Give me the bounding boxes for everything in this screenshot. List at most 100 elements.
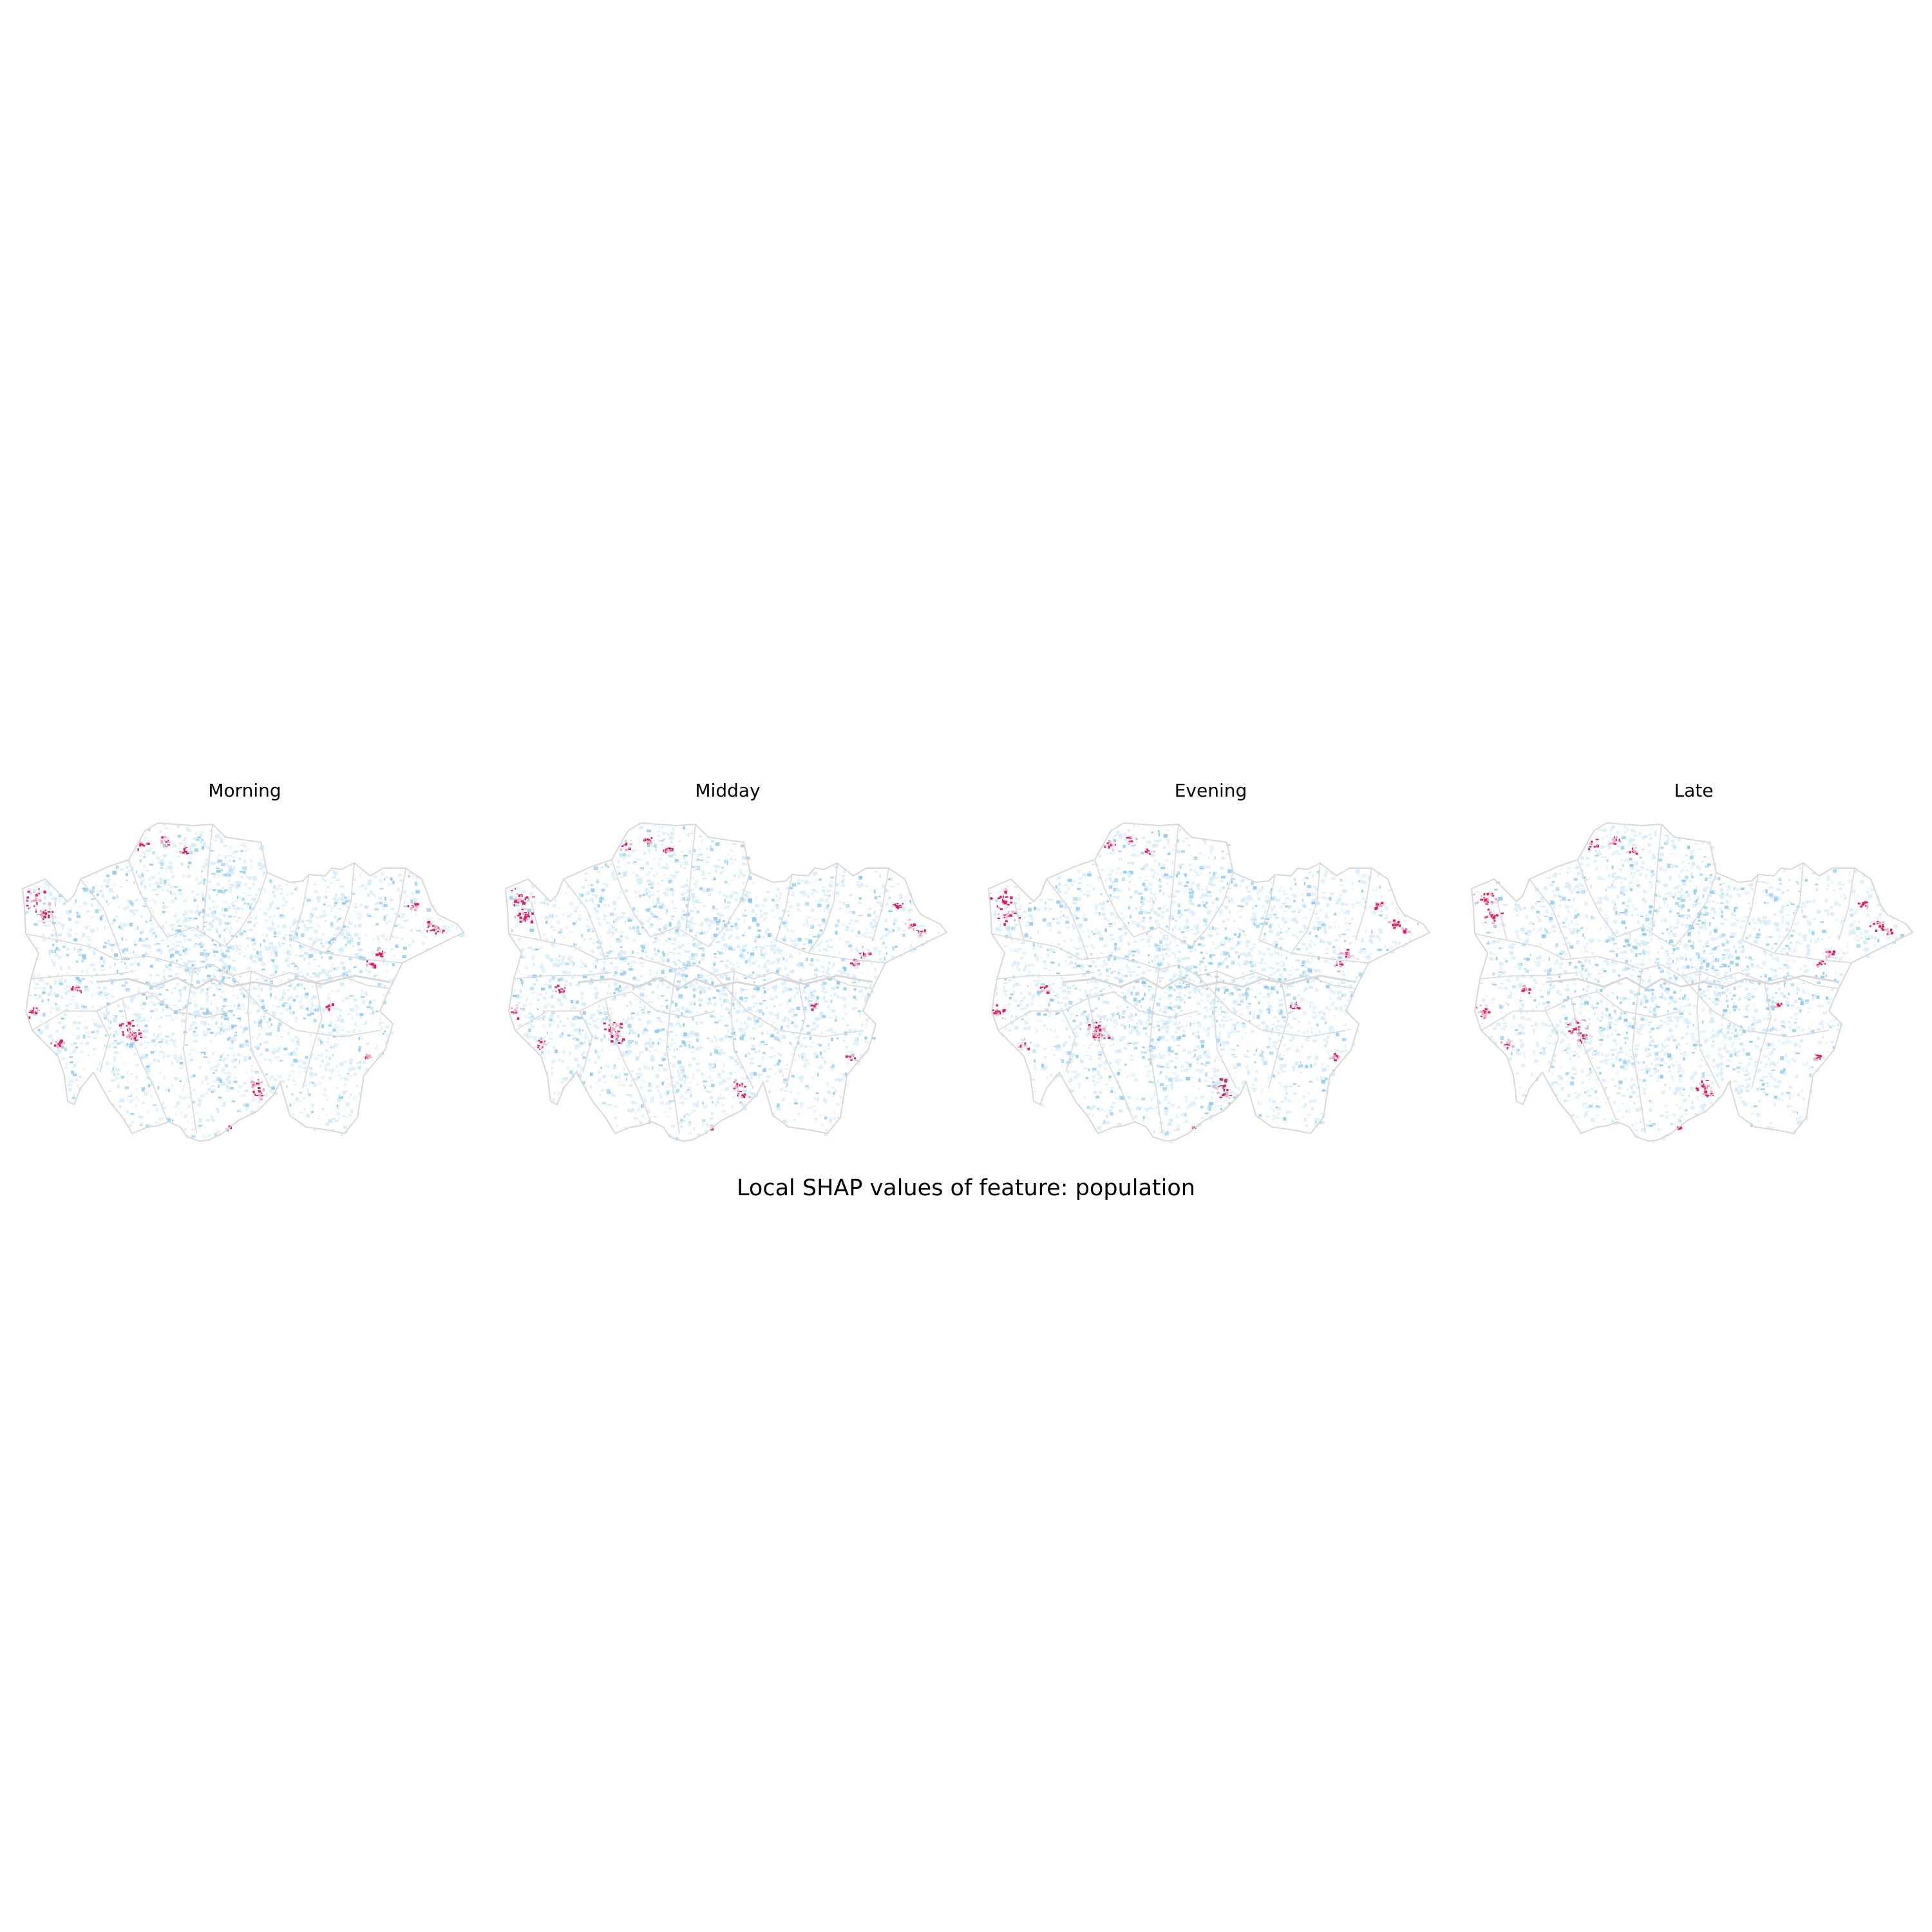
- shap-cell-negative: [112, 1014, 115, 1016]
- shap-cell-negative: [211, 900, 216, 903]
- shap-cell-negative: [25, 900, 27, 905]
- shap-cell-negative: [869, 922, 873, 925]
- shap-cell-negative: [826, 898, 829, 902]
- shap-cell-negative: [681, 910, 685, 913]
- shap-cell-negative: [97, 902, 100, 906]
- shap-cell-negative: [888, 878, 891, 881]
- shap-cell-negative: [721, 948, 724, 950]
- shap-cell-negative: [120, 1016, 125, 1018]
- shap-cell-negative: [106, 900, 108, 903]
- shap-cell-negative: [97, 1025, 100, 1028]
- shap-cell-negative: [207, 1031, 209, 1033]
- shap-cell-negative: [141, 851, 146, 854]
- shap-cell-negative: [150, 1010, 154, 1012]
- shap-cell-negative: [337, 1016, 340, 1020]
- shap-cell-positive: [29, 1010, 32, 1012]
- shap-cell-negative: [562, 1050, 565, 1054]
- shap-cell-negative: [269, 942, 274, 945]
- shap-cell-negative: [511, 891, 513, 895]
- shap-cell-negative: [609, 992, 612, 995]
- shap-cell-negative: [90, 963, 95, 967]
- shap-cell-negative: [66, 933, 71, 935]
- shap-cell-negative: [50, 897, 55, 900]
- shap-cell-negative: [100, 1012, 105, 1014]
- shap-cell-negative: [592, 900, 594, 904]
- shap-cell-negative: [379, 879, 383, 883]
- shap-cell-negative: [719, 914, 724, 917]
- shap-cell-negative: [213, 915, 216, 917]
- shap-cell-negative: [102, 945, 106, 949]
- shap-cell-negative: [258, 954, 263, 956]
- panel-title-morning: Morning: [208, 780, 281, 801]
- shap-cell-positive: [32, 1011, 34, 1014]
- shap-cell-negative: [140, 1058, 143, 1063]
- shap-cell-negative: [264, 1010, 268, 1012]
- shap-cell-negative: [849, 893, 853, 896]
- shap-cell-negative: [585, 878, 588, 881]
- shap-cell-negative: [274, 967, 278, 971]
- shap-cell-negative: [233, 915, 236, 917]
- shap-cell-negative: [234, 1059, 237, 1061]
- shap-cell-negative: [222, 901, 227, 903]
- shap-cell-negative: [647, 1110, 650, 1113]
- shap-cell-negative: [327, 1010, 330, 1013]
- shap-cell-negative: [191, 1135, 196, 1138]
- shap-cell-negative: [198, 912, 202, 914]
- shap-cell-negative: [208, 896, 211, 900]
- shap-cell-negative: [113, 1074, 116, 1076]
- shap-cell-negative: [175, 1079, 178, 1081]
- shap-cell-negative: [842, 1018, 845, 1020]
- shap-cell-negative: [253, 935, 255, 937]
- shap-cell-negative: [202, 846, 204, 850]
- shap-cell-negative: [708, 1125, 710, 1128]
- shap-cell-negative: [546, 1071, 549, 1075]
- shap-cell-negative: [545, 938, 549, 941]
- shap-cell-negative: [193, 917, 198, 920]
- shap-cell-negative: [693, 994, 696, 998]
- shap-cell-negative: [691, 1045, 695, 1049]
- shap-cell-negative: [242, 892, 247, 894]
- shap-cell-negative: [630, 1070, 634, 1072]
- shap-cell-negative: [337, 1106, 339, 1110]
- shap-cell-negative: [66, 985, 71, 988]
- shap-cell-negative: [103, 992, 107, 997]
- shap-cell-negative: [582, 886, 585, 889]
- shap-cell-negative: [128, 1124, 132, 1128]
- shap-cell-negative: [294, 954, 298, 956]
- shap-cell-negative: [216, 1008, 219, 1011]
- shap-cell-negative: [173, 1004, 177, 1006]
- shap-cell-negative: [611, 926, 615, 929]
- shap-cell-negative: [558, 986, 560, 989]
- shap-cell-negative: [672, 1099, 675, 1102]
- shap-cell-negative: [213, 839, 218, 842]
- shap-cell-negative: [151, 875, 155, 880]
- shap-cell-negative: [620, 935, 623, 938]
- shap-cell-negative: [220, 984, 224, 987]
- shap-cell-negative: [349, 1061, 352, 1065]
- shap-cell-negative: [357, 949, 359, 951]
- shap-cell-positive: [77, 989, 79, 992]
- shap-cell-negative: [215, 1069, 218, 1072]
- shap-cell-negative: [85, 1041, 90, 1045]
- shap-cell-negative: [669, 859, 671, 863]
- shap-cell-negative: [701, 1079, 705, 1083]
- shap-cell-negative: [321, 956, 323, 959]
- shap-cell-negative: [717, 951, 719, 952]
- shap-cell-negative: [527, 898, 530, 900]
- shap-cell-negative: [589, 915, 592, 918]
- shap-cell-negative: [144, 944, 147, 947]
- shap-cell-negative: [209, 1032, 214, 1034]
- shap-cell-negative: [737, 1095, 741, 1099]
- shap-cell-negative: [874, 870, 878, 873]
- shap-cell-negative: [319, 971, 325, 974]
- shap-cell-negative: [185, 899, 187, 902]
- shap-cell-negative: [334, 915, 337, 919]
- shap-cell-negative: [692, 943, 696, 947]
- shap-cell-negative: [50, 985, 52, 989]
- shap-cell-negative: [661, 1028, 665, 1031]
- shap-cell-negative: [90, 929, 95, 933]
- shap-cell-negative: [706, 848, 708, 851]
- shap-cell-negative: [331, 990, 334, 992]
- shap-cell-negative: [179, 1057, 184, 1060]
- shap-cell-positive: [44, 909, 47, 911]
